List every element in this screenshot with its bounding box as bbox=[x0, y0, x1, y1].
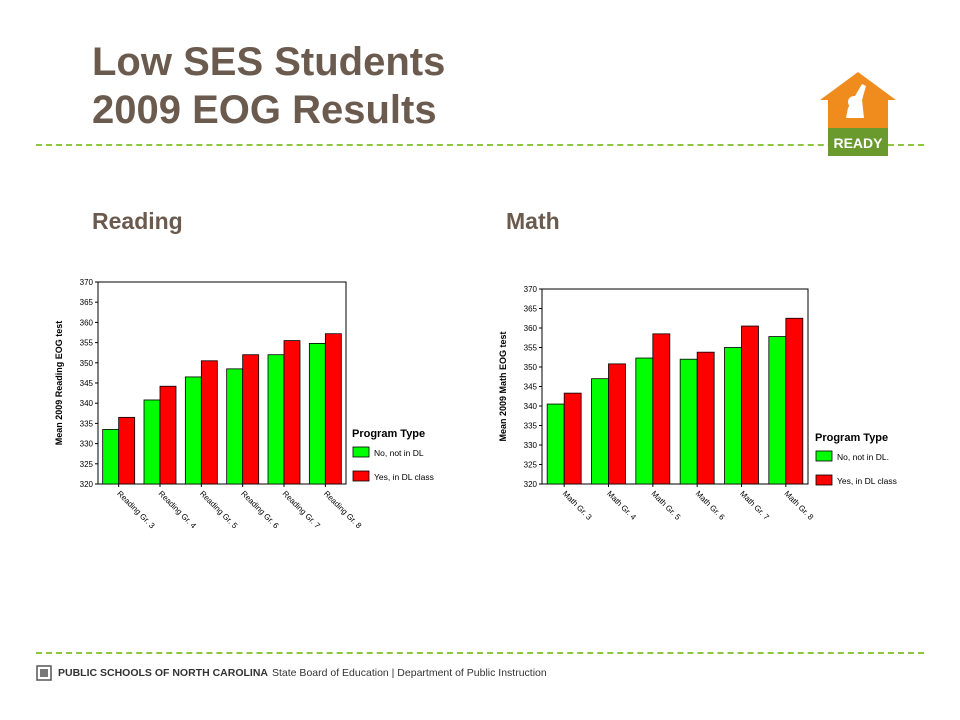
y-tick-label: 360 bbox=[80, 318, 94, 327]
math-heading: Math bbox=[506, 208, 560, 234]
bar-no-dl bbox=[591, 378, 609, 485]
bar-yes-dl bbox=[652, 333, 671, 485]
legend-label-yes-dl: Yes, in DL class bbox=[837, 476, 897, 486]
y-tick-label: 365 bbox=[80, 298, 94, 307]
bar-yes-dl bbox=[741, 325, 759, 485]
reading-heading: Reading bbox=[92, 208, 183, 234]
bar-no-dl bbox=[679, 358, 698, 485]
footer-dept: State Board of Education | Department of… bbox=[272, 667, 547, 679]
bar-no-dl bbox=[546, 403, 565, 485]
bar-no-dl bbox=[724, 347, 742, 485]
y-tick-label: 370 bbox=[524, 285, 538, 294]
legend-title: Program Type bbox=[352, 428, 425, 440]
legend-swatch-no-dl bbox=[352, 446, 370, 458]
bar-yes-dl bbox=[608, 363, 626, 485]
y-axis-title: Mean 2009 Math EOG test bbox=[498, 331, 508, 441]
bar-yes-dl bbox=[200, 360, 218, 485]
bottom-divider bbox=[36, 652, 924, 654]
bar-yes-dl bbox=[283, 340, 301, 485]
y-tick-label: 350 bbox=[80, 359, 94, 368]
title-line-2: 2009 EOG Results bbox=[92, 88, 437, 132]
x-tick-label: Math Gr. 3 bbox=[561, 489, 594, 522]
y-tick-label: 345 bbox=[80, 379, 94, 388]
y-tick-label: 330 bbox=[524, 441, 538, 450]
legend-label-no-dl: No, not in DL bbox=[374, 448, 424, 458]
x-tick-label: Math Gr. 6 bbox=[694, 489, 727, 522]
bar-yes-dl bbox=[159, 385, 177, 485]
plot-frame bbox=[541, 288, 809, 485]
bar-no-dl bbox=[635, 357, 654, 485]
legend-swatch-yes-dl bbox=[815, 474, 833, 486]
x-tick-label: Math Gr. 4 bbox=[605, 489, 638, 522]
y-tick-label: 345 bbox=[524, 383, 538, 392]
x-tick-label: Math Gr. 7 bbox=[738, 489, 771, 522]
legend-label-no-dl: No, not in DL. bbox=[837, 452, 889, 462]
logo-text: READY bbox=[833, 135, 883, 151]
y-tick-label: 365 bbox=[524, 305, 538, 314]
bar-yes-dl bbox=[242, 354, 260, 485]
title-line-1: Low SES Students bbox=[92, 40, 446, 84]
y-tick-label: 335 bbox=[80, 419, 94, 428]
legend-swatch-yes-dl bbox=[352, 470, 370, 482]
top-divider bbox=[36, 144, 924, 146]
bar-yes-dl bbox=[696, 351, 715, 485]
slide-title: Low SES Students 2009 EOG Results bbox=[92, 38, 445, 134]
ready-logo: READY bbox=[820, 72, 896, 156]
x-tick-label: Math Gr. 5 bbox=[649, 489, 682, 522]
y-tick-label: 320 bbox=[524, 480, 538, 489]
y-tick-label: 340 bbox=[524, 402, 538, 411]
legend-title: Program Type bbox=[815, 432, 888, 444]
y-tick-label: 370 bbox=[80, 278, 94, 287]
y-tick-label: 355 bbox=[80, 339, 94, 348]
y-axis-title: Mean 2009 Reading EOG test bbox=[54, 321, 64, 446]
dpi-seal-icon bbox=[36, 665, 52, 681]
bar-yes-dl bbox=[118, 416, 136, 485]
y-tick-label: 325 bbox=[80, 460, 94, 469]
y-tick-label: 360 bbox=[524, 324, 538, 333]
y-tick-label: 320 bbox=[80, 480, 94, 489]
legend-label-yes-dl: Yes, in DL class bbox=[374, 472, 434, 482]
bar-no-dl bbox=[768, 336, 787, 485]
footer-org: PUBLIC SCHOOLS OF NORTH CAROLINA bbox=[58, 667, 268, 679]
bar-yes-dl bbox=[324, 333, 342, 485]
y-tick-label: 335 bbox=[524, 422, 538, 431]
x-tick-label: Math Gr. 8 bbox=[782, 489, 815, 522]
y-tick-label: 355 bbox=[524, 344, 538, 353]
y-tick-label: 340 bbox=[80, 399, 94, 408]
y-tick-label: 325 bbox=[524, 461, 538, 470]
bar-yes-dl bbox=[563, 392, 582, 485]
y-tick-label: 350 bbox=[524, 363, 538, 372]
bar-yes-dl bbox=[785, 317, 804, 485]
legend-swatch-no-dl bbox=[815, 450, 833, 462]
y-tick-label: 330 bbox=[80, 440, 94, 449]
footer: PUBLIC SCHOOLS OF NORTH CAROLINA State B… bbox=[36, 664, 547, 682]
